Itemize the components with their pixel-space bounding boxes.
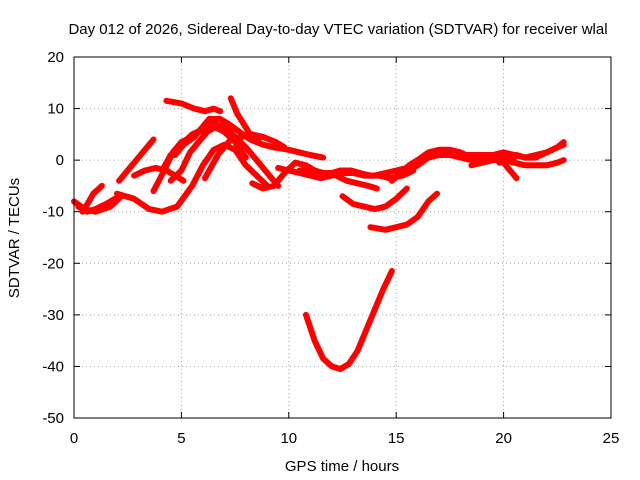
y-tick-label: 0 <box>56 152 64 169</box>
x-tick-label: 15 <box>388 430 405 447</box>
plot-frame <box>73 56 612 419</box>
y-tick-label: -10 <box>42 204 64 221</box>
series-line-sat-x <box>496 141 567 166</box>
x-tick-label: 10 <box>280 430 297 447</box>
data-series <box>71 95 567 372</box>
x-axis-label: GPS time / hours <box>285 458 399 475</box>
x-tick-label: 20 <box>495 430 512 447</box>
series-line-sat-j <box>167 123 228 184</box>
series-line-sat-s <box>367 190 440 233</box>
series-line-sat-r <box>339 185 410 213</box>
series-line-sat-i <box>172 115 327 161</box>
x-tick-label: 5 <box>177 430 185 447</box>
series-line-sat-k <box>163 97 224 115</box>
y-tick-label: -40 <box>42 358 64 375</box>
series-line-sat-d <box>114 141 271 215</box>
series-line-sat-w <box>468 157 567 169</box>
y-tick-label: -50 <box>42 410 64 427</box>
series-line-sat-y <box>496 154 520 182</box>
series-line-sat-l <box>202 131 288 182</box>
series-line-sat-p <box>296 167 380 192</box>
y-axis-label: SDTVAR / TECUs <box>6 178 23 298</box>
series-line-sat-q <box>303 268 395 372</box>
y-tick-label: -20 <box>42 255 64 272</box>
y-tick-label: 10 <box>47 101 64 118</box>
x-tick-label: 25 <box>603 430 620 447</box>
grid-lines <box>74 57 611 418</box>
series-line-sat-c <box>79 182 105 215</box>
series-line-sat-m <box>227 95 262 143</box>
y-tick-label: 20 <box>47 49 64 66</box>
x-tick-label: 0 <box>70 430 78 447</box>
chart-title: Day 012 of 2026, Sidereal Day-to-day VTE… <box>68 21 607 38</box>
series-line-sat-f <box>116 136 157 184</box>
axis-ticks: 0 5 10 15 20 25 20 10 0 -10 -20 -30 -40 -50 <box>42 49 619 447</box>
y-tick-label: -30 <box>42 307 64 324</box>
